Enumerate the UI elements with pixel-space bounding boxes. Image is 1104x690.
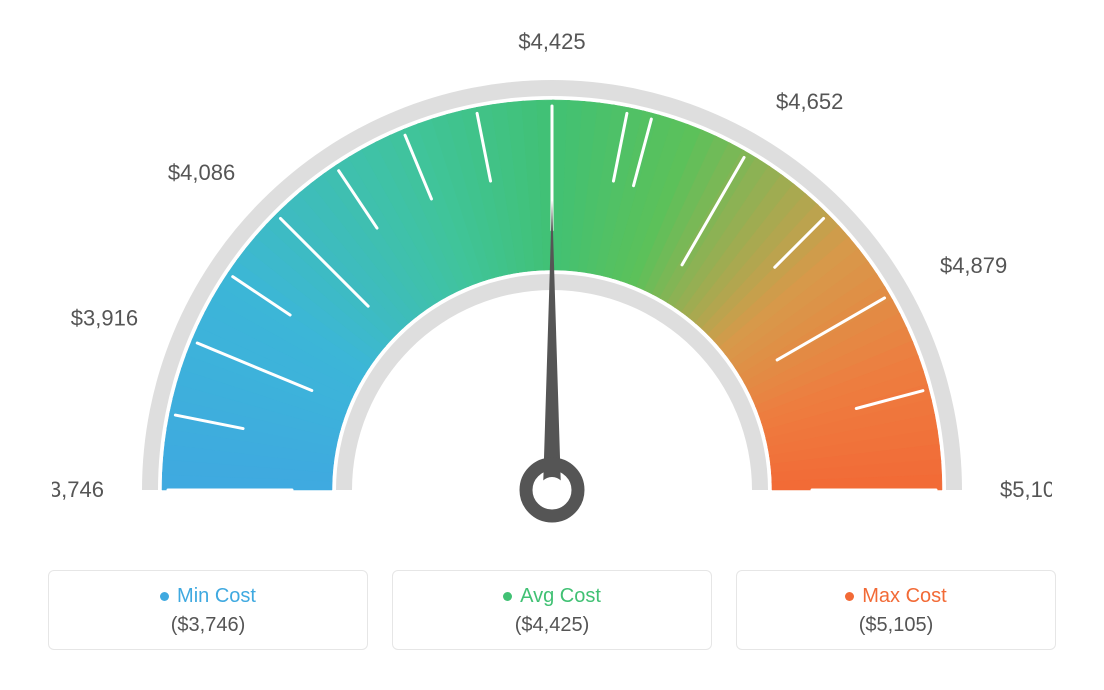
legend-label-avg: Avg Cost [520, 585, 601, 608]
legend-title-max: Max Cost [845, 585, 946, 608]
gauge-svg: $3,746 $3,916 $4,086 $4,425 $4,652 $4,879 $5,1… [52, 20, 1052, 550]
legend-title-min: Min Cost [160, 585, 256, 608]
legend-value-max: ($5,105) [745, 614, 1047, 637]
legend-title-avg: Avg Cost [503, 585, 601, 608]
legend-value-avg: ($4,425) [401, 614, 703, 637]
legend-label-max: Max Cost [862, 585, 946, 608]
gauge-tick-label: $5,105 [1000, 477, 1052, 502]
legend-card-max: Max Cost ($5,105) [736, 570, 1056, 650]
legend-value-min: ($3,746) [57, 614, 359, 637]
legend-card-min: Min Cost ($3,746) [48, 570, 368, 650]
legend-card-avg: Avg Cost ($4,425) [392, 570, 712, 650]
cost-gauge-chart: $3,746 $3,916 $4,086 $4,425 $4,652 $4,879 $5,1… [40, 20, 1064, 550]
gauge-tick-label: $4,425 [518, 29, 585, 54]
gauge-tick-label: $4,879 [940, 253, 1007, 278]
gauge-tick-label: $4,086 [168, 160, 235, 185]
legend-label-min: Min Cost [177, 585, 256, 608]
gauge-tick-label: $4,652 [776, 89, 843, 114]
legend-row: Min Cost ($3,746) Avg Cost ($4,425) Max … [40, 570, 1064, 650]
gauge-tick-label: $3,746 [52, 477, 104, 502]
dot-icon [845, 592, 854, 601]
gauge-tick-label: $3,916 [71, 306, 138, 331]
dot-icon [160, 592, 169, 601]
dot-icon [503, 592, 512, 601]
